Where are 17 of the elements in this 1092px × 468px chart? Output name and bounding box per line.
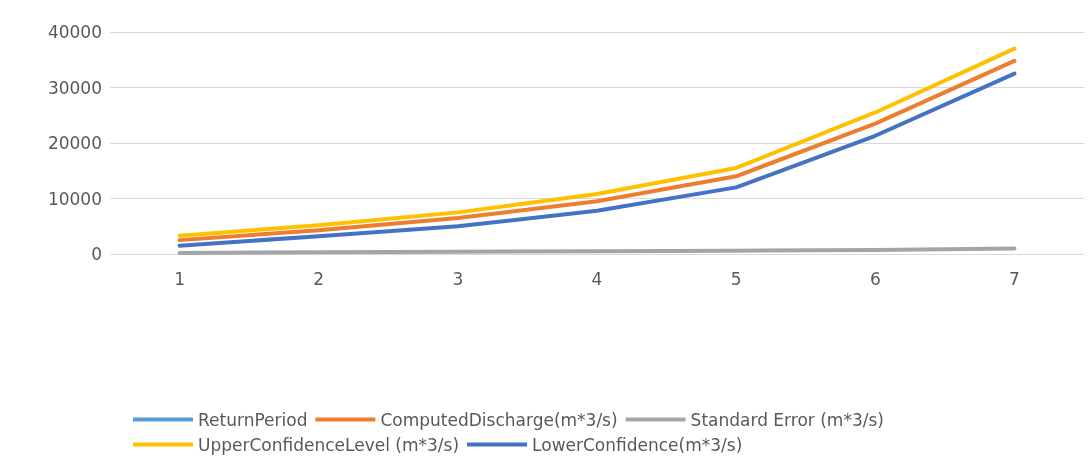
- x-tick-label: 1: [174, 268, 185, 289]
- x-tick-label: 2: [313, 268, 325, 289]
- legend-label: ComputedDischarge(m*3/s): [380, 409, 618, 430]
- x-tick-label: 4: [591, 268, 603, 289]
- x-tick-label: 5: [730, 268, 742, 289]
- y-tick-label: 30000: [47, 77, 102, 98]
- x-tick-label: 7: [1009, 268, 1020, 289]
- y-tick-label: 20000: [47, 133, 102, 153]
- y-tick-label: 40000: [47, 22, 102, 42]
- legend-label: UpperConfidenceLevel (m*3/s): [198, 434, 460, 455]
- legend-label: ReturnPeriod: [198, 409, 308, 430]
- x-tick-label: 3: [452, 268, 464, 289]
- legend-label: LowerConfidence(m*3/s): [532, 434, 743, 455]
- x-tick-label: 6: [869, 268, 881, 289]
- y-tick-label: 10000: [47, 188, 102, 209]
- y-tick-label: 0: [91, 244, 102, 264]
- legend-label: Standard Error (m*3/s): [690, 409, 884, 430]
